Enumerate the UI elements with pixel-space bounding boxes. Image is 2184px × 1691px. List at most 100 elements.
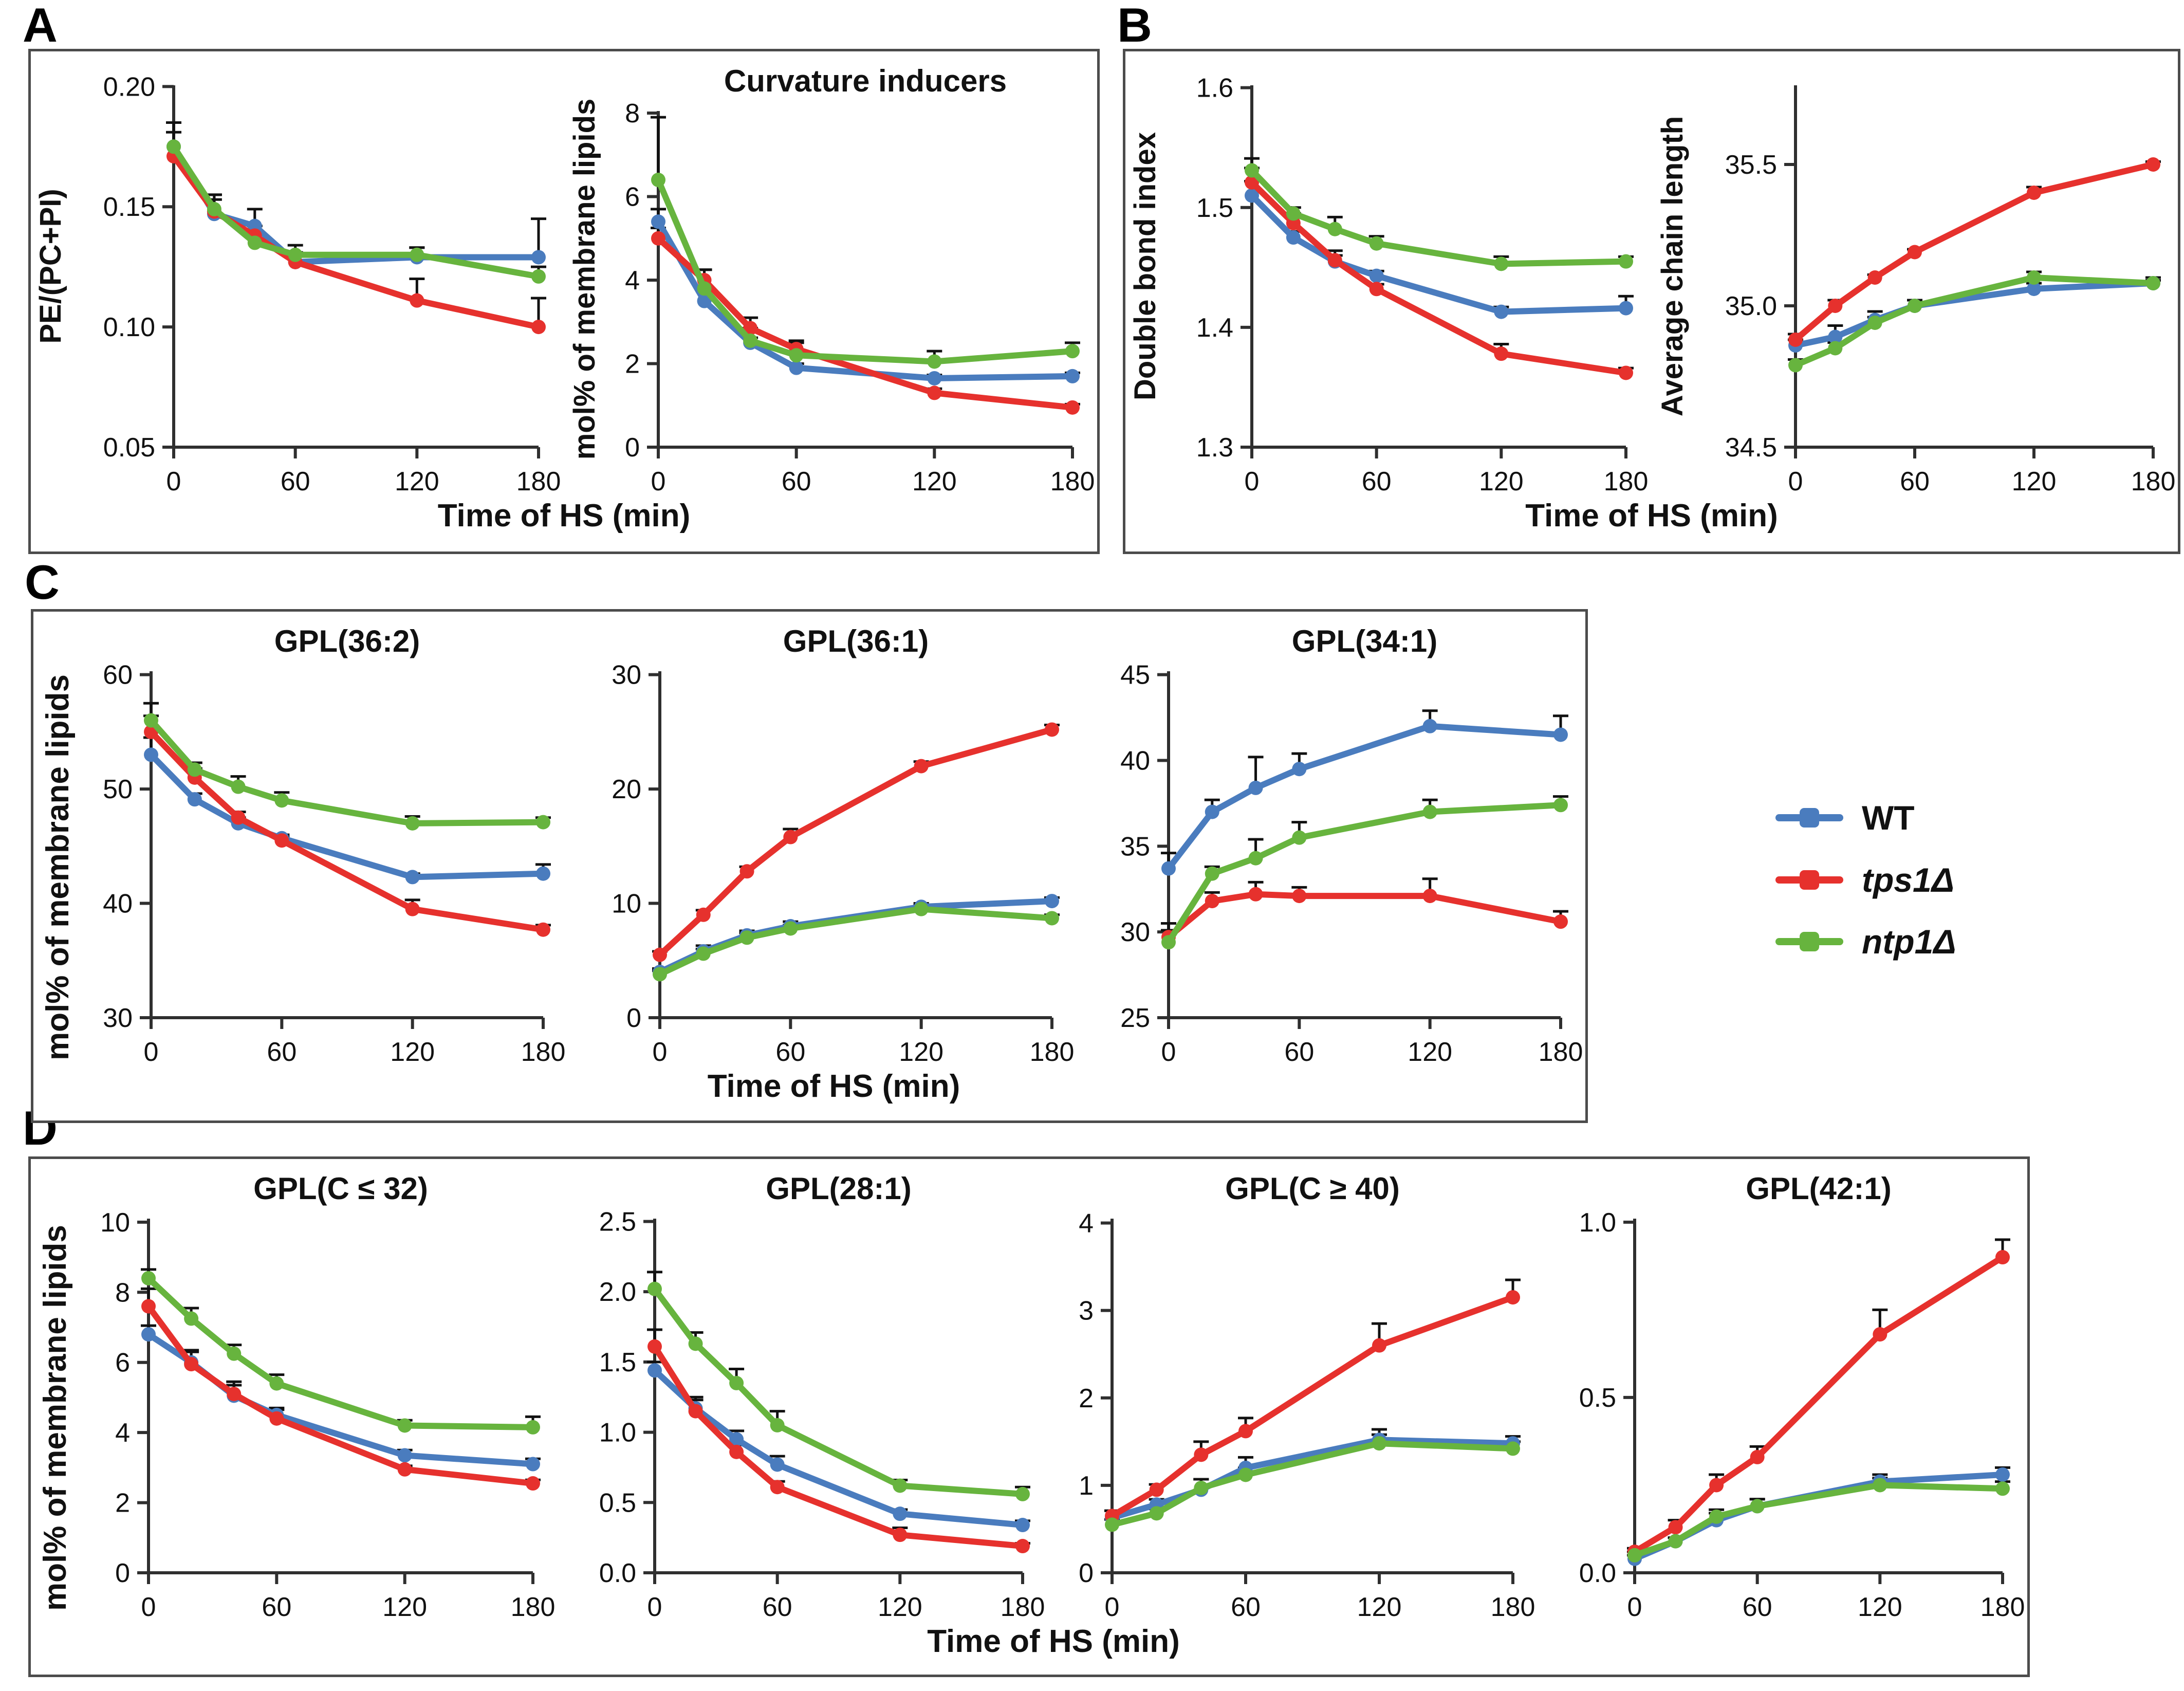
svg-text:34.5: 34.5 (1725, 433, 1777, 463)
svg-text:1.3: 1.3 (1196, 433, 1233, 463)
svg-text:3: 3 (1079, 1296, 1094, 1326)
svg-text:6: 6 (625, 182, 640, 212)
svg-text:0.15: 0.15 (103, 192, 155, 222)
svg-text:35: 35 (1120, 832, 1150, 861)
panel-c-charts: 30 40 50 60 0 60 120 180 GPL(36:2) 0 10 20 30 0 60 120 1… (82, 614, 1585, 1075)
svg-text:120: 120 (878, 1592, 922, 1622)
svg-text:GPL(34:1): GPL(34:1) (1292, 624, 1437, 658)
svg-text:8: 8 (115, 1278, 130, 1308)
chart-gpl-42-1: 0.0 0.5 1.0 0 60 120 180 GPL(42:1) (1579, 1171, 2025, 1622)
svg-text:30: 30 (103, 1003, 133, 1033)
svg-text:GPL(28:1): GPL(28:1) (766, 1171, 912, 1206)
legend-item-ntp1: ntp1Δ (1775, 923, 1956, 961)
svg-text:0.0: 0.0 (599, 1558, 636, 1588)
svg-text:180: 180 (1001, 1592, 1045, 1622)
svg-text:60: 60 (1284, 1037, 1314, 1067)
svg-text:180: 180 (1604, 467, 1649, 497)
svg-text:60: 60 (1231, 1592, 1261, 1622)
panel-a: 0.05 0.10 0.15 0.20 0 60 120 180 PE/(PC+PI) 0 2 4 6 8… (28, 49, 1100, 554)
svg-text:Curvature inducers: Curvature inducers (724, 64, 1007, 98)
svg-text:180: 180 (1539, 1037, 1583, 1067)
y-axis-label-text: mol% of membrane lipids (40, 674, 76, 1060)
svg-text:60: 60 (262, 1592, 291, 1622)
svg-text:1.5: 1.5 (1196, 193, 1233, 223)
x-axis-label: Time of HS (min) (1525, 498, 1778, 534)
svg-text:0: 0 (647, 1592, 662, 1622)
svg-text:2.5: 2.5 (599, 1207, 636, 1237)
tps1-line-marker-icon (1775, 870, 1843, 890)
x-axis-label: Time of HS (min) (437, 498, 691, 534)
chart-gpl-36-2: 30 40 50 60 0 60 120 180 GPL(36:2) (103, 624, 566, 1067)
svg-text:120: 120 (1858, 1592, 1902, 1622)
wt-line-marker-icon (1775, 808, 1843, 828)
svg-text:1.6: 1.6 (1196, 73, 1233, 103)
svg-text:GPL(C ≤ 32): GPL(C ≤ 32) (253, 1171, 428, 1206)
svg-text:0.10: 0.10 (103, 313, 155, 342)
svg-text:0: 0 (1161, 1037, 1176, 1067)
svg-text:180: 180 (511, 1592, 556, 1622)
svg-text:180: 180 (521, 1037, 566, 1067)
svg-text:0: 0 (144, 1037, 159, 1067)
ntp1-line-marker-icon (1775, 932, 1843, 952)
svg-text:0.5: 0.5 (599, 1488, 636, 1518)
svg-text:60: 60 (1900, 467, 1930, 497)
svg-text:Average chain length: Average chain length (1656, 116, 1689, 416)
svg-text:180: 180 (2131, 467, 2176, 497)
svg-text:GPL(36:2): GPL(36:2) (274, 624, 420, 658)
legend-label-wt: WT (1862, 799, 1915, 837)
svg-text:1: 1 (1079, 1471, 1094, 1501)
svg-text:40: 40 (1120, 746, 1150, 776)
svg-text:40: 40 (103, 889, 133, 919)
svg-text:120: 120 (1479, 467, 1524, 497)
svg-text:120: 120 (390, 1037, 435, 1067)
svg-text:30: 30 (612, 660, 641, 690)
svg-text:1.0: 1.0 (599, 1418, 636, 1448)
y-axis-label-text: mol% of membrane lipids (38, 1224, 73, 1611)
svg-text:180: 180 (516, 467, 561, 497)
svg-text:0: 0 (625, 433, 640, 463)
svg-text:45: 45 (1120, 660, 1150, 690)
svg-text:0: 0 (651, 467, 666, 497)
svg-text:35.5: 35.5 (1725, 150, 1777, 180)
svg-text:0.20: 0.20 (103, 72, 155, 102)
svg-text:0: 0 (115, 1558, 130, 1588)
y-axis-label: mol% of membrane lipids (31, 1161, 80, 1675)
legend-label-ntp1: ntp1Δ (1862, 923, 1956, 961)
svg-text:60: 60 (1362, 467, 1392, 497)
svg-text:60: 60 (281, 467, 310, 497)
svg-text:180: 180 (1030, 1037, 1075, 1067)
svg-text:60: 60 (1743, 1592, 1772, 1622)
svg-text:Double bond index: Double bond index (1128, 132, 1162, 400)
svg-text:120: 120 (395, 467, 439, 497)
svg-text:GPL(36:1): GPL(36:1) (783, 624, 929, 658)
svg-text:0: 0 (141, 1592, 156, 1622)
svg-text:120: 120 (1357, 1592, 1401, 1622)
svg-text:25: 25 (1120, 1003, 1150, 1033)
svg-text:2.0: 2.0 (599, 1277, 636, 1307)
svg-text:4: 4 (625, 266, 640, 296)
svg-text:20: 20 (612, 775, 641, 804)
chart-gpl-36-1: 0 10 20 30 0 60 120 180 GPL(36:1) (612, 624, 1075, 1067)
svg-text:180: 180 (1981, 1592, 2025, 1622)
svg-text:2: 2 (115, 1488, 130, 1518)
svg-text:4: 4 (115, 1418, 130, 1448)
x-axis-label: Time of HS (min) (707, 1069, 960, 1104)
svg-text:120: 120 (899, 1037, 943, 1067)
svg-text:30: 30 (1120, 917, 1150, 947)
svg-text:GPL(42:1): GPL(42:1) (1746, 1171, 1891, 1206)
svg-text:180: 180 (1490, 1592, 1535, 1622)
svg-text:mol% of membrane lipids: mol% of membrane lipids (568, 99, 601, 460)
svg-text:2: 2 (625, 350, 640, 379)
svg-text:PE/(PC+PI): PE/(PC+PI) (34, 189, 67, 343)
svg-text:120: 120 (382, 1592, 427, 1622)
svg-text:120: 120 (2012, 467, 2057, 497)
panel-d: mol% of membrane lipids 0 2 4 6 8 10 0 60 120 180… (28, 1156, 2030, 1677)
legend-label-tps1: tps1Δ (1862, 860, 1955, 899)
svg-text:50: 50 (103, 775, 133, 804)
svg-text:10: 10 (612, 889, 641, 919)
svg-text:1.5: 1.5 (599, 1348, 636, 1377)
svg-text:1.0: 1.0 (1579, 1208, 1616, 1238)
chart-gpl-28-1: 0.0 0.5 1.0 1.5 2.0 2.5 0 60 120 180 GPL(28:1) (599, 1171, 1045, 1622)
svg-text:0: 0 (166, 467, 181, 497)
